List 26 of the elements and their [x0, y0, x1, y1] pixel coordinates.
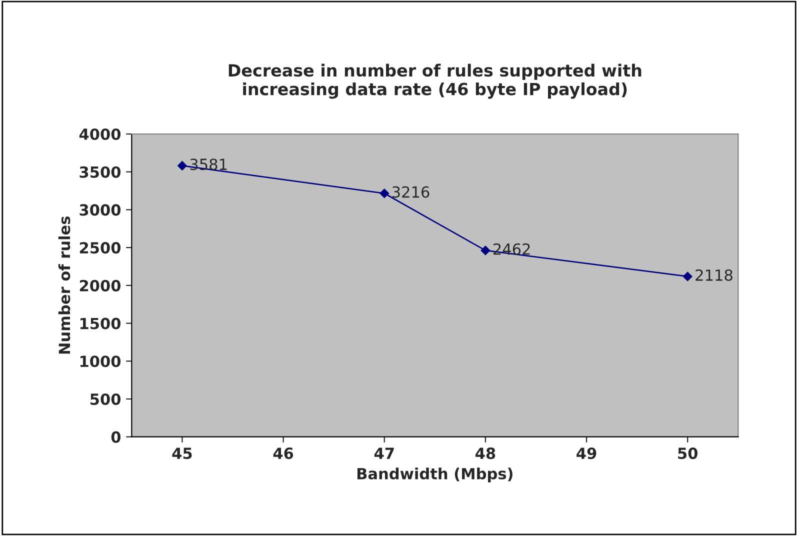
x-axis-title: Bandwidth (Mbps)	[357, 468, 512, 482]
point	[480, 246, 490, 256]
y-axis-title: Number of rules	[58, 216, 70, 354]
y-tick-label: 1000	[80, 356, 121, 368]
point	[682, 272, 692, 282]
y-tick-label: 500	[90, 393, 121, 406]
x-tick-label: 48	[476, 448, 496, 460]
data-label: 3581	[190, 158, 227, 170]
x-tick-label: 49	[576, 448, 596, 460]
data-label: 2118	[696, 269, 732, 281]
y-tick-label: 3000	[80, 204, 121, 216]
chart-title: Decrease in number of rules supported with increasing data rate (46 byte IP payload)	[228, 64, 642, 99]
data-label: 3216	[392, 186, 430, 198]
data-label: 2462	[494, 243, 530, 255]
y-tick-label: 4000	[79, 128, 121, 140]
y-tick-label: 0	[111, 431, 121, 443]
x-tick-label: 50	[678, 448, 698, 460]
point	[178, 161, 187, 170]
point	[380, 188, 389, 198]
x-tick-label: 46	[273, 448, 294, 460]
y-tick-label: 2500	[80, 242, 121, 254]
y-tick-label: 1500	[80, 318, 121, 330]
x-tick-label: 47	[374, 448, 394, 459]
y-tick-label: 3500	[80, 166, 121, 178]
y-tick-label: 2000	[80, 280, 121, 292]
x-tick-label: 45	[172, 448, 192, 460]
